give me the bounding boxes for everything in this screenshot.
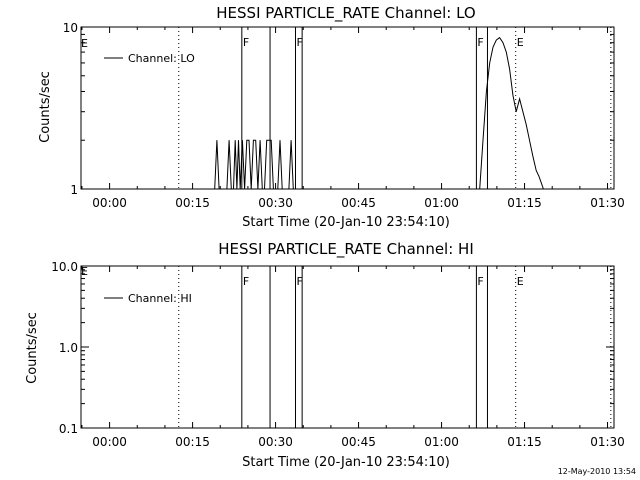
x-tick-label: 00:30 bbox=[258, 435, 293, 449]
x-tick-label: 00:30 bbox=[258, 196, 293, 210]
x-tick-label: 01:00 bbox=[424, 435, 459, 449]
chart-title: HESSI PARTICLE_RATE Channel: HI bbox=[218, 240, 474, 259]
series-line bbox=[212, 36, 544, 190]
chart-panel-lo: HESSI PARTICLE_RATE Channel: LO Counts/s… bbox=[38, 4, 625, 230]
x-tick-label: 00:15 bbox=[175, 196, 210, 210]
x-tick-label: 01:30 bbox=[590, 196, 625, 210]
y-tick-label: 0.1 bbox=[59, 422, 78, 436]
chart-title: HESSI PARTICLE_RATE Channel: LO bbox=[216, 4, 475, 23]
event-marker-label: F bbox=[477, 275, 483, 288]
legend-label: Channel: LO bbox=[128, 52, 195, 65]
event-marker-label: F bbox=[477, 36, 483, 49]
x-tick-label: 00:45 bbox=[341, 435, 376, 449]
chart-panel-hi: HESSI PARTICLE_RATE Channel: HI Counts/s… bbox=[25, 240, 625, 470]
event-marker-label: E bbox=[517, 36, 524, 49]
event-marker-label: F bbox=[243, 36, 249, 49]
y-tick-label: 10 bbox=[63, 21, 78, 35]
x-tick-label: 00:45 bbox=[341, 196, 376, 210]
x-axis-label: Start Time (20-Jan-10 23:54:10) bbox=[242, 455, 450, 470]
x-tick-label: 00:00 bbox=[92, 196, 127, 210]
x-tick-label: 01:15 bbox=[507, 435, 542, 449]
x-tick-label: 01:15 bbox=[507, 196, 542, 210]
event-marker-label: F bbox=[243, 275, 249, 288]
event-marker-label: E bbox=[517, 275, 524, 288]
plot-frame bbox=[80, 265, 615, 429]
x-tick-label: 00:00 bbox=[92, 435, 127, 449]
y-tick-label: 1 bbox=[70, 183, 78, 197]
x-tick-label: 01:30 bbox=[590, 435, 625, 449]
x-tick-label: 00:15 bbox=[175, 435, 210, 449]
event-marker-label: F bbox=[296, 275, 302, 288]
event-marker-label: F bbox=[296, 36, 302, 49]
y-tick-label: 10.0 bbox=[51, 260, 78, 274]
edge-marker-label: E bbox=[81, 265, 88, 278]
edge-marker-label: E bbox=[81, 37, 88, 50]
footer-timestamp: 12-May-2010 13:54 bbox=[558, 467, 636, 476]
y-axis-label: Counts/sec bbox=[25, 312, 40, 384]
y-tick-label: 1.0 bbox=[59, 341, 78, 355]
x-tick-label: 01:00 bbox=[424, 196, 459, 210]
y-axis-label: Counts/sec bbox=[38, 71, 53, 143]
legend-label: Channel: HI bbox=[128, 292, 192, 305]
x-axis-label: Start Time (20-Jan-10 23:54:10) bbox=[242, 215, 450, 230]
